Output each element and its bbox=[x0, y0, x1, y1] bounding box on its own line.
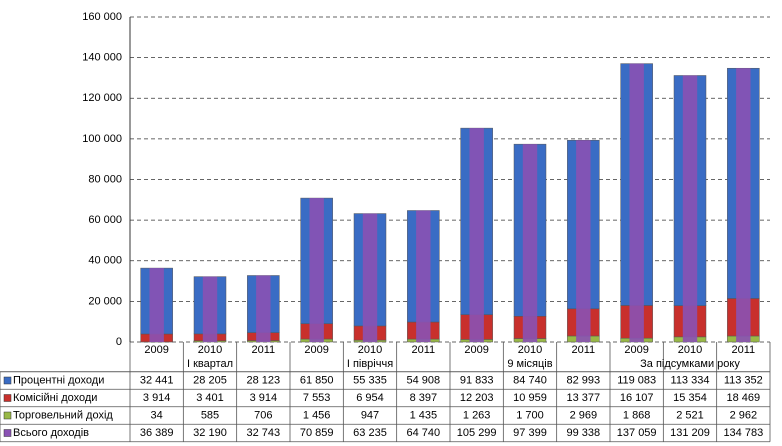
x-tick-label: 2011 bbox=[732, 344, 756, 356]
total-bar bbox=[309, 198, 324, 342]
table-value: 34 bbox=[151, 409, 163, 421]
table-value: 63 235 bbox=[353, 427, 387, 439]
table-value: 91 833 bbox=[460, 374, 494, 386]
table-value: 2 521 bbox=[676, 409, 704, 421]
total-bar bbox=[256, 275, 271, 342]
table-value: 3 914 bbox=[143, 392, 171, 404]
table-value: 28 123 bbox=[247, 374, 281, 386]
total-bar bbox=[362, 213, 378, 342]
legend-label: Торговельний дохід bbox=[13, 409, 113, 421]
total-bar bbox=[736, 68, 751, 342]
table-value: 134 783 bbox=[723, 427, 763, 439]
y-tick-label: 160 000 bbox=[82, 11, 122, 23]
y-tick-label: 40 000 bbox=[88, 255, 122, 267]
group-label: I квартал bbox=[187, 358, 233, 370]
table-value: 61 850 bbox=[300, 374, 334, 386]
table-value: 97 399 bbox=[513, 427, 547, 439]
total-bar bbox=[576, 140, 591, 342]
total-bar bbox=[202, 276, 218, 342]
legend-marker bbox=[3, 376, 12, 385]
table-value: 131 209 bbox=[670, 427, 710, 439]
table-value: 55 335 bbox=[353, 374, 387, 386]
total-bar bbox=[416, 210, 431, 342]
table-value: 15 354 bbox=[673, 392, 707, 404]
x-tick-label: 2011 bbox=[572, 344, 596, 356]
table-value: 1 435 bbox=[410, 409, 438, 421]
table-value: 947 bbox=[361, 409, 379, 421]
y-tick-label: 100 000 bbox=[82, 133, 122, 145]
table-value: 1 263 bbox=[463, 409, 491, 421]
table-value: 32 190 bbox=[193, 427, 227, 439]
total-bar bbox=[469, 128, 484, 342]
table-value: 84 740 bbox=[513, 374, 547, 386]
table-value: 113 352 bbox=[724, 374, 763, 386]
x-tick-label: 2010 bbox=[518, 344, 542, 356]
y-tick-label: 80 000 bbox=[88, 173, 122, 185]
x-tick-label: 2009 bbox=[464, 344, 488, 356]
table-value: 70 859 bbox=[300, 427, 334, 439]
total-bar bbox=[682, 75, 698, 342]
x-tick-label: 2011 bbox=[252, 344, 276, 356]
table-value: 3 401 bbox=[196, 392, 224, 404]
legend-label: Комісійні доходи bbox=[13, 392, 97, 404]
x-tick-label: 2009 bbox=[304, 344, 328, 356]
y-tick-label: 60 000 bbox=[88, 214, 122, 226]
table-value: 1 700 bbox=[516, 409, 544, 421]
table-value: 13 377 bbox=[567, 392, 601, 404]
table-value: 113 334 bbox=[671, 374, 710, 386]
table-value: 10 959 bbox=[513, 392, 547, 404]
table-value: 8 397 bbox=[410, 392, 438, 404]
x-tick-label: 2010 bbox=[198, 344, 222, 356]
y-tick-label: 20 000 bbox=[88, 295, 122, 307]
table-value: 2 962 bbox=[730, 409, 758, 421]
x-tick-label: 2010 bbox=[358, 344, 382, 356]
table-value: 2 969 bbox=[570, 409, 598, 421]
table-value: 1 456 bbox=[303, 409, 331, 421]
group-label: I півріччя bbox=[347, 358, 393, 370]
table-value: 64 740 bbox=[407, 427, 441, 439]
legend-marker bbox=[3, 429, 12, 437]
group-label: За підсумками року bbox=[640, 358, 740, 370]
table-value: 54 908 bbox=[407, 374, 441, 386]
legend-label: Процентні доходи bbox=[13, 374, 104, 386]
table-value: 7 553 bbox=[303, 392, 331, 404]
y-tick-label: 0 bbox=[116, 336, 122, 348]
x-tick-label: 2011 bbox=[412, 344, 436, 356]
table-value: 3 914 bbox=[250, 392, 278, 404]
table-value: 99 338 bbox=[567, 427, 601, 439]
legend-marker bbox=[3, 394, 12, 402]
table-value: 36 389 bbox=[140, 427, 174, 439]
y-tick-label: 140 000 bbox=[82, 52, 122, 64]
x-tick-label: 2009 bbox=[144, 344, 168, 356]
table-value: 105 299 bbox=[457, 427, 497, 439]
table-value: 1 868 bbox=[623, 409, 651, 421]
total-bar bbox=[629, 63, 644, 342]
x-tick-label: 2009 bbox=[624, 344, 648, 356]
table-value: 28 205 bbox=[193, 374, 227, 386]
table-value: 18 469 bbox=[727, 392, 761, 404]
total-bar bbox=[149, 268, 164, 342]
table-value: 119 083 bbox=[617, 374, 656, 386]
group-label: 9 місяців bbox=[507, 358, 552, 370]
legend-marker bbox=[3, 411, 12, 420]
table-value: 706 bbox=[254, 409, 272, 421]
table-value: 137 059 bbox=[617, 427, 657, 439]
legend-label: Всього доходів bbox=[13, 427, 89, 439]
table-value: 12 203 bbox=[460, 392, 494, 404]
table-value: 6 954 bbox=[356, 392, 384, 404]
table-value: 82 993 bbox=[567, 374, 601, 386]
total-bar bbox=[522, 144, 538, 342]
table-value: 16 107 bbox=[620, 392, 654, 404]
table-value: 32 441 bbox=[140, 374, 174, 386]
table-value: 32 743 bbox=[247, 427, 281, 439]
x-tick-label: 2010 bbox=[678, 344, 702, 356]
table-value: 585 bbox=[201, 409, 219, 421]
y-tick-label: 120 000 bbox=[82, 92, 122, 104]
